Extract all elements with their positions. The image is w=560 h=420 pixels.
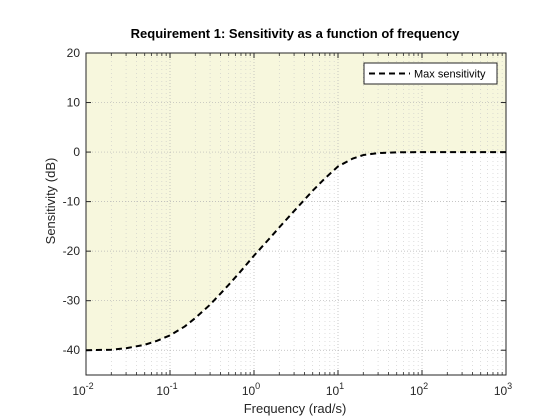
grid <box>85 52 507 375</box>
chart-title: Requirement 1: Sensitivity as a function… <box>131 26 460 41</box>
y-tick-label: 10 <box>67 96 81 110</box>
legend-label-max-sensitivity: Max sensitivity <box>414 69 486 81</box>
x-tick-label: 101 <box>326 381 344 398</box>
x-tick-label: 102 <box>410 381 428 398</box>
x-tick-label: 103 <box>494 381 512 398</box>
plot-box <box>85 52 507 376</box>
y-tick-label: -20 <box>63 244 81 258</box>
y-tick-label: 0 <box>73 145 80 159</box>
y-tick-label: -10 <box>63 195 81 209</box>
x-tick-label: 10-1 <box>156 381 177 398</box>
y-tick-label: -30 <box>63 294 81 308</box>
legend-box <box>363 62 498 85</box>
axes <box>85 52 507 376</box>
y-axis-label: Sensitivity (dB) <box>43 158 58 245</box>
x-tick-label: 100 <box>242 381 260 398</box>
x-tick-labels: 10-2 10-1 100 101 102 103 <box>72 381 512 398</box>
y-tick-label: 20 <box>67 46 81 60</box>
x-tick-label: 10-2 <box>72 381 93 398</box>
x-axis-label: Frequency (rad/s) <box>244 401 347 416</box>
series-line-max-sensitivity <box>85 151 506 352</box>
y-tick-labels: 20 10 0 -10 -20 -30 -40 <box>63 46 81 357</box>
y-tick-label: -40 <box>63 343 81 357</box>
legend: Max sensitivity <box>363 62 498 85</box>
series-layer <box>85 151 506 352</box>
